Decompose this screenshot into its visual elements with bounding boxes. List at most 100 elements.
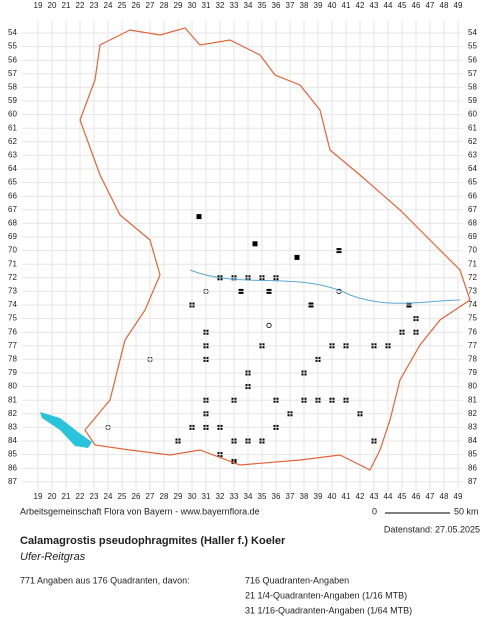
row-label: 59 (8, 96, 17, 105)
column-label: 33 (230, 1, 239, 10)
title: Calamagrostis pseudophragmites (Haller f… (20, 535, 286, 547)
column-label: 23 (90, 492, 99, 501)
row-label: 63 (468, 151, 477, 160)
credit: Arbeitsgemeinschaft Flora von Bayern - w… (20, 506, 260, 516)
state-outline (79, 27, 471, 471)
column-label: 29 (174, 492, 183, 501)
row-label: 70 (468, 246, 477, 255)
row-label: 69 (468, 232, 477, 241)
row-label: 84 (468, 436, 477, 445)
row-label: 58 (468, 83, 477, 92)
column-label: 27 (146, 492, 155, 501)
column-label: 48 (440, 1, 449, 10)
row-label: 73 (8, 287, 17, 296)
row-label: 74 (8, 300, 17, 309)
row-label: 74 (468, 300, 477, 309)
column-label: 28 (160, 492, 169, 501)
count-line: 31 1/16-Quadranten-Angaben (1/64 MTB) (245, 605, 412, 615)
row-label: 55 (468, 42, 477, 51)
row-label: 84 (8, 436, 17, 445)
column-label: 21 (62, 492, 71, 501)
record-square (294, 254, 300, 260)
column-label: 22 (76, 492, 85, 501)
row-label: 72 (468, 273, 477, 282)
scale-end: 50 km (454, 506, 479, 516)
column-label: 44 (384, 1, 393, 10)
row-label: 86 (468, 463, 477, 472)
column-label: 25 (118, 1, 127, 10)
column-label: 45 (398, 1, 407, 10)
column-label: 39 (314, 492, 323, 501)
column-label: 40 (328, 492, 337, 501)
column-label: 28 (160, 1, 169, 10)
row-label: 85 (8, 450, 17, 459)
record-square (196, 214, 202, 220)
column-label: 47 (426, 1, 435, 10)
column-label: 24 (104, 492, 113, 501)
column-label: 43 (370, 1, 379, 10)
row-label: 80 (8, 382, 17, 391)
row-label: 56 (468, 55, 477, 64)
row-label: 57 (8, 69, 17, 78)
river (189, 269, 461, 304)
row-label: 63 (8, 151, 17, 160)
column-label: 48 (440, 492, 449, 501)
row-label: 55 (8, 42, 17, 51)
column-label: 40 (328, 1, 337, 10)
column-label: 37 (286, 492, 295, 501)
column-label: 37 (286, 1, 295, 10)
column-label: 36 (272, 1, 281, 10)
row-label: 58 (8, 83, 17, 92)
row-label: 69 (8, 232, 17, 241)
row-label: 85 (468, 450, 477, 459)
row-label: 59 (468, 96, 477, 105)
count-line: 716 Quadranten-Angaben (245, 575, 349, 585)
row-label: 81 (468, 395, 477, 404)
row-label: 77 (468, 341, 477, 350)
row-label: 83 (8, 423, 17, 432)
row-label: 67 (8, 205, 17, 214)
column-label: 45 (398, 492, 407, 501)
count-line: 21 1/4-Quadranten-Angaben (1/16 MTB) (245, 590, 407, 600)
column-label: 38 (300, 1, 309, 10)
column-label: 49 (454, 492, 463, 501)
row-label: 82 (468, 409, 477, 418)
column-label: 39 (314, 1, 323, 10)
row-label: 75 (8, 314, 17, 323)
common-name: Ufer-Reitgras (20, 551, 86, 563)
column-label: 25 (118, 492, 127, 501)
row-label: 54 (468, 28, 477, 37)
column-label: 26 (132, 492, 141, 501)
row-label: 86 (8, 463, 17, 472)
column-label: 34 (244, 492, 253, 501)
column-label: 29 (174, 1, 183, 10)
column-label: 20 (48, 492, 57, 501)
record-square (252, 241, 258, 247)
row-label: 62 (468, 137, 477, 146)
row-label: 65 (8, 178, 17, 187)
date: Datenstand: 27.05.2025 (384, 524, 480, 534)
column-label: 19 (34, 492, 43, 501)
row-label: 71 (468, 259, 477, 268)
row-label: 79 (8, 368, 17, 377)
column-label: 44 (384, 492, 393, 501)
row-label: 56 (8, 55, 17, 64)
row-label: 54 (8, 28, 17, 37)
column-label: 31 (202, 492, 211, 501)
column-label: 32 (216, 492, 225, 501)
row-label: 72 (8, 273, 17, 282)
column-label: 27 (146, 1, 155, 10)
column-label: 41 (342, 492, 351, 501)
column-label: 42 (356, 1, 365, 10)
row-label: 60 (468, 110, 477, 119)
row-label: 68 (468, 219, 477, 228)
column-label: 42 (356, 492, 365, 501)
row-label: 60 (8, 110, 17, 119)
row-label: 73 (468, 287, 477, 296)
row-label: 79 (468, 368, 477, 377)
row-label: 76 (8, 327, 17, 336)
column-label: 46 (412, 492, 421, 501)
row-label: 64 (468, 164, 477, 173)
row-label: 87 (468, 477, 477, 486)
